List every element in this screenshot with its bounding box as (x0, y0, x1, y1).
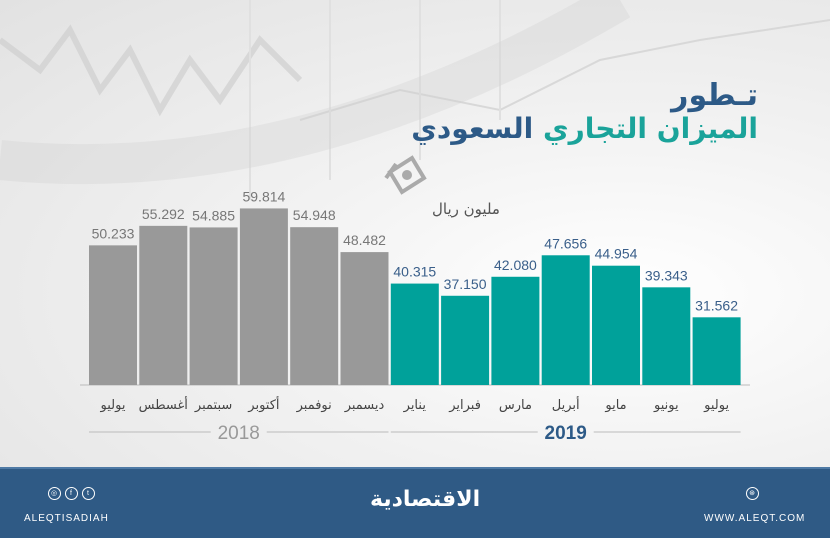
social-icons: ◎ f t (46, 487, 97, 500)
month-label: مارس (499, 398, 532, 413)
unit-label: مليون ريال (432, 200, 500, 218)
bar-2019-11 (642, 287, 691, 385)
month-label: سبتمبر (194, 398, 232, 413)
value-label: 54.885 (192, 207, 235, 223)
facebook-icon[interactable]: f (65, 487, 78, 500)
month-label: ديسمبر (344, 398, 385, 413)
value-label: 59.814 (242, 188, 285, 204)
title-highlight: الميزان التجاري (543, 112, 758, 145)
value-label: 55.292 (142, 206, 185, 222)
bar-2018-5 (340, 252, 389, 385)
value-label: 50.233 (92, 225, 135, 241)
instagram-icon[interactable]: ◎ (48, 487, 61, 500)
month-label: يوليو (703, 398, 729, 413)
title-rest: السعودي (411, 112, 534, 145)
year-label-2019: 2019 (545, 423, 587, 444)
year-label-2018: 2018 (218, 423, 260, 444)
month-label: أبريل (552, 396, 580, 413)
value-label: 54.948 (293, 207, 336, 223)
title-line-1: تـطور (671, 78, 758, 113)
footer: ◎ f t ALEQTISADIAH الاقتصادية ⊛ WWW.ALEQT.… (0, 467, 830, 538)
month-label: يونيو (653, 398, 679, 413)
month-label: يوليو (100, 398, 126, 413)
twitter-icon[interactable]: t (82, 487, 95, 500)
value-label: 40.315 (393, 264, 436, 280)
bar-2019-8 (491, 276, 540, 385)
value-label: 48.482 (343, 232, 386, 248)
globe-icon[interactable]: ⊛ (746, 487, 759, 500)
bar-2018-4 (290, 227, 339, 385)
value-label: 31.562 (695, 297, 738, 313)
month-label: مايو (604, 398, 626, 413)
money-bills-icon (384, 155, 427, 195)
bar-2018-0 (89, 245, 137, 385)
bar-2018-1 (139, 225, 188, 385)
value-label: 39.343 (645, 267, 688, 283)
bar-2018-2 (189, 227, 238, 385)
bar-2018-3 (239, 208, 288, 385)
value-label: 44.954 (595, 246, 638, 262)
month-label: فبراير (448, 398, 481, 413)
bar-2019-6 (390, 283, 439, 385)
bar-chart: 50.233 يوليو 55.292 أغسطس 54.885 سبتمبر 59.814… (80, 188, 750, 444)
bar-2019-7 (441, 295, 490, 385)
website-link[interactable]: WWW.ALEQT.COM (704, 513, 806, 524)
bar-2019-9 (541, 255, 590, 385)
logo: الاقتصادية (370, 487, 481, 512)
month-label: أغسطس (139, 396, 188, 413)
bar-2019-10 (592, 265, 640, 385)
month-label: نوفمبر (296, 398, 332, 413)
title-line-2: الميزان التجاري السعودي (411, 112, 758, 145)
month-label: أكتوبر (247, 396, 279, 413)
value-label: 37.150 (444, 276, 487, 292)
decorative-background-chart (0, 0, 830, 200)
month-label: يناير (403, 398, 427, 413)
value-label: 47.656 (544, 235, 587, 251)
social-handle[interactable]: ALEQTISADIAH (24, 513, 109, 524)
value-label: 42.080 (494, 257, 537, 273)
bar-2019-12 (692, 317, 741, 385)
